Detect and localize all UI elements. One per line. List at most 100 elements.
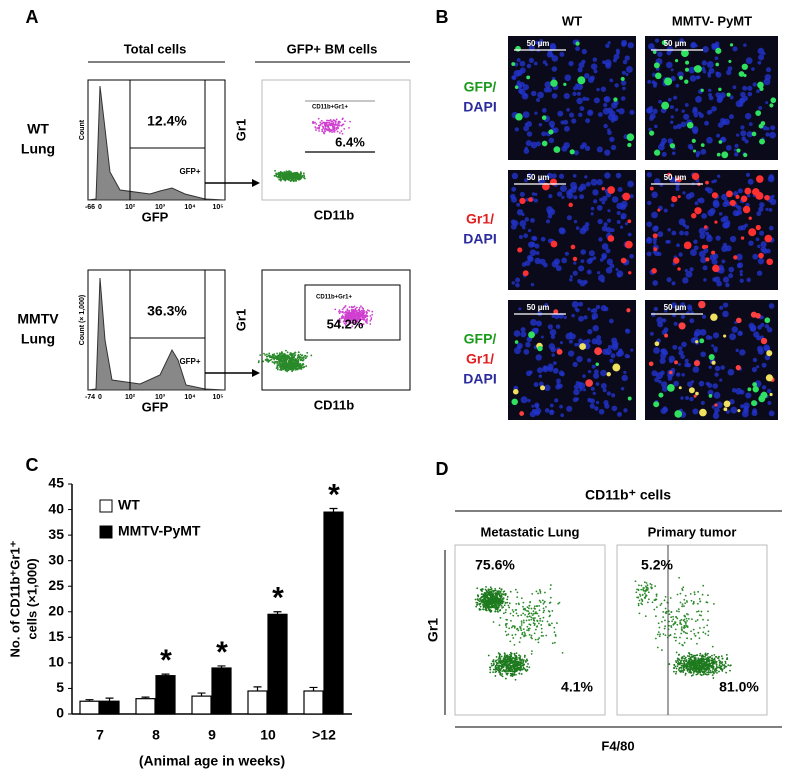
dot (276, 173, 278, 175)
label: 10⁵ (212, 204, 223, 211)
cell (664, 334, 668, 338)
cell (752, 410, 758, 416)
dot (315, 123, 317, 125)
dot (505, 631, 507, 633)
cell (728, 267, 734, 273)
cell (576, 356, 582, 362)
dot (706, 669, 708, 671)
dot (492, 598, 494, 600)
cell (703, 265, 708, 270)
cell (726, 145, 732, 151)
dot (505, 667, 507, 669)
cell (685, 103, 689, 107)
cell (541, 336, 544, 339)
dot (343, 123, 345, 125)
dot (640, 595, 642, 597)
label: GFP (142, 209, 169, 224)
cell (688, 307, 693, 312)
cell (764, 317, 770, 323)
cell (591, 387, 595, 391)
dot (712, 646, 714, 648)
dot (669, 613, 671, 615)
dot (515, 674, 517, 676)
dot (699, 662, 701, 664)
dot (506, 626, 508, 628)
cell (684, 79, 688, 83)
bar (156, 676, 175, 714)
dot (336, 124, 338, 126)
y-tick-label: 40 (48, 500, 64, 516)
dot (303, 356, 305, 358)
dot (707, 660, 709, 662)
dot (504, 655, 506, 657)
dot (285, 350, 287, 352)
dot (539, 609, 541, 611)
cell (662, 386, 668, 392)
cell (552, 93, 558, 99)
cell (527, 131, 532, 136)
dot (693, 662, 695, 664)
cell (512, 173, 518, 179)
dot (318, 127, 320, 129)
cell (578, 265, 584, 271)
dot (683, 655, 685, 657)
cell (536, 321, 542, 327)
dot (366, 318, 368, 320)
dot (488, 604, 490, 606)
dot (502, 601, 504, 603)
dot (519, 659, 521, 661)
dot (295, 367, 297, 369)
cell (705, 245, 708, 248)
dot (681, 626, 683, 628)
dot (515, 609, 517, 611)
dot (355, 313, 357, 315)
dot (505, 668, 507, 670)
cell (740, 404, 744, 408)
cell (530, 249, 537, 256)
cell (621, 77, 625, 81)
cell (740, 125, 744, 129)
cell (607, 352, 610, 355)
dot (705, 633, 707, 635)
dot (513, 666, 515, 668)
cell (701, 213, 707, 219)
cell (612, 406, 618, 412)
cell (596, 305, 600, 309)
dot (543, 617, 545, 619)
cell (560, 120, 564, 124)
cell (593, 325, 599, 331)
dot (686, 618, 688, 620)
dot (518, 603, 520, 605)
dot (477, 602, 479, 604)
cell (674, 322, 678, 326)
cell (766, 258, 773, 265)
dot (509, 658, 511, 660)
label: 36.3% (147, 303, 187, 319)
dot (670, 616, 672, 618)
dot (488, 597, 490, 599)
cell (675, 108, 678, 111)
dot (302, 363, 304, 365)
dot (498, 598, 500, 600)
cell (759, 202, 764, 207)
dot (525, 635, 527, 637)
dot (510, 673, 512, 675)
label: 54.2% (327, 316, 364, 331)
cell (716, 72, 722, 78)
dot (492, 671, 494, 673)
label: WT (562, 13, 582, 28)
dot (483, 609, 485, 611)
cell (523, 349, 529, 355)
dot (528, 630, 530, 632)
dot (505, 609, 507, 611)
dot (544, 592, 546, 594)
dot (658, 631, 660, 633)
dot (539, 591, 541, 593)
cell (576, 308, 580, 312)
cell (728, 369, 735, 376)
dot (659, 635, 661, 637)
y-tick-label: 30 (48, 551, 64, 567)
cell (765, 132, 769, 136)
label: Gr1/ (466, 211, 494, 227)
dot (517, 662, 519, 664)
